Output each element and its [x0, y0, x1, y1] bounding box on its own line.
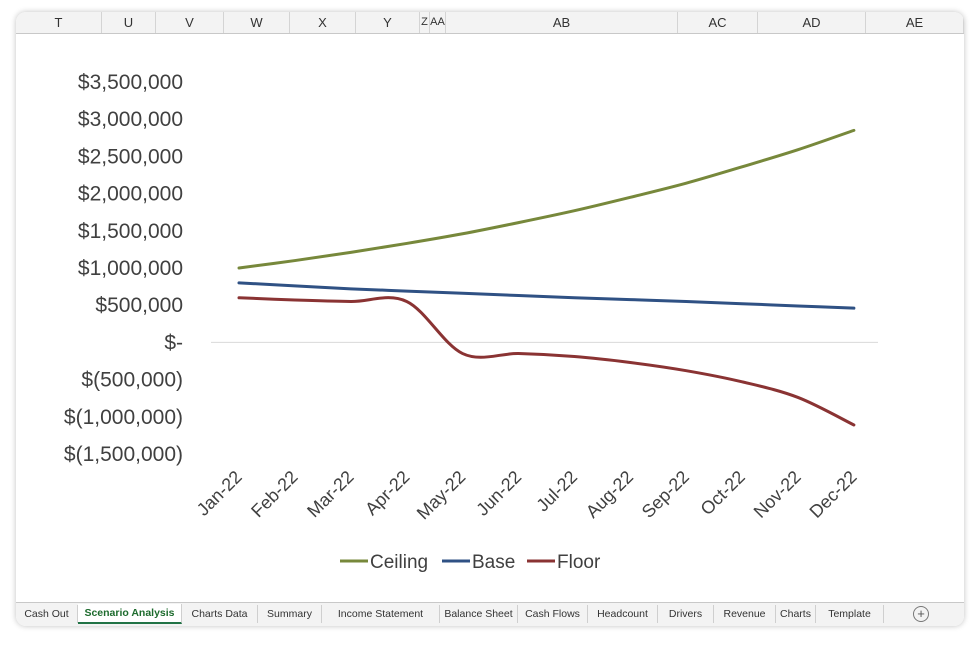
sheet-tab-template[interactable]: Template — [816, 605, 884, 623]
series-line-ceiling — [237, 128, 856, 270]
x-tick-label: Feb-22 — [247, 467, 301, 521]
series-line-floor — [237, 296, 856, 427]
x-tick-label: Dec-22 — [806, 467, 861, 522]
sheet-tab-revenue[interactable]: Revenue — [714, 605, 776, 623]
column-header-ab[interactable]: AB — [446, 12, 678, 33]
x-tick-label: Oct-22 — [697, 467, 749, 519]
y-tick-label: $3,500,000 — [78, 71, 183, 94]
column-header-t[interactable]: T — [16, 12, 102, 33]
y-tick-label: $- — [164, 331, 183, 354]
add-sheet-button[interactable]: + — [913, 606, 929, 622]
sheet-tab-balance-sheet[interactable]: Balance Sheet — [440, 605, 518, 623]
series-line-base — [237, 281, 856, 310]
x-tick-label: Apr-22 — [361, 467, 413, 519]
column-header-u[interactable]: U — [102, 12, 156, 33]
scenario-chart[interactable]: $3,500,000 $3,000,000 $2,500,000 $2,000,000… — [16, 34, 964, 600]
y-tick-label: $(1,000,000) — [64, 406, 183, 429]
column-header-y[interactable]: Y — [356, 12, 420, 33]
y-tick-label: $500,000 — [95, 294, 183, 317]
y-tick-label: $3,000,000 — [78, 108, 183, 131]
y-tick-label: $1,500,000 — [78, 220, 183, 243]
sheet-tab-charts[interactable]: Charts — [776, 605, 816, 623]
y-tick-label: $2,000,000 — [78, 183, 183, 206]
y-tick-label: $(500,000) — [81, 369, 183, 392]
column-header-aa[interactable]: AA — [430, 12, 446, 33]
column-header-x[interactable]: X — [290, 12, 356, 33]
y-tick-label: $1,000,000 — [78, 257, 183, 280]
legend-label-floor: Floor — [557, 552, 601, 573]
sheet-tab-drivers[interactable]: Drivers — [658, 605, 714, 623]
sheet-tab-bar: + Cash Out Scenario Analysis Charts Data Su… — [16, 602, 964, 626]
x-tick-label: Jun-22 — [472, 467, 525, 520]
x-tick-label: Mar-22 — [303, 467, 357, 521]
sheet-tab-summary[interactable]: Summary — [258, 605, 322, 623]
y-tick-label: $2,500,000 — [78, 145, 183, 168]
column-header-v[interactable]: V — [156, 12, 224, 33]
column-header-ad[interactable]: AD — [758, 12, 866, 33]
excel-window: T U V W X Y Z AA AB AC AD AE $3,500,000 $3,000,000 $2… — [16, 12, 964, 626]
column-header-bar: T U V W X Y Z AA AB AC AD AE — [16, 12, 964, 34]
x-tick-label: Sep-22 — [638, 467, 693, 522]
y-tick-label: $(1,500,000) — [64, 443, 183, 466]
sheet-tab-cash-out[interactable]: Cash Out — [16, 605, 78, 623]
column-header-ae[interactable]: AE — [866, 12, 964, 33]
sheet-tab-charts-data[interactable]: Charts Data — [182, 605, 258, 623]
sheet-tab-scenario-analysis[interactable]: Scenario Analysis — [78, 604, 182, 624]
column-header-w[interactable]: W — [224, 12, 290, 33]
legend-label-ceiling: Ceiling — [370, 552, 428, 573]
legend-label-base: Base — [472, 552, 515, 573]
sheet-tab-headcount[interactable]: Headcount — [588, 605, 658, 623]
sheet-tab-cash-flows[interactable]: Cash Flows — [518, 605, 588, 623]
x-tick-label: May-22 — [413, 467, 470, 524]
line-chart: $3,500,000 $3,000,000 $2,500,000 $2,000,000… — [64, 71, 878, 573]
column-header-z[interactable]: Z — [420, 12, 430, 33]
x-tick-label: Jan-22 — [193, 467, 246, 520]
x-tick-label: Jul-22 — [532, 467, 581, 516]
x-tick-label: Aug-22 — [582, 467, 637, 522]
x-tick-label: Nov-22 — [750, 467, 805, 522]
column-header-ac[interactable]: AC — [678, 12, 758, 33]
sheet-tab-income-statement[interactable]: Income Statement — [322, 605, 440, 623]
